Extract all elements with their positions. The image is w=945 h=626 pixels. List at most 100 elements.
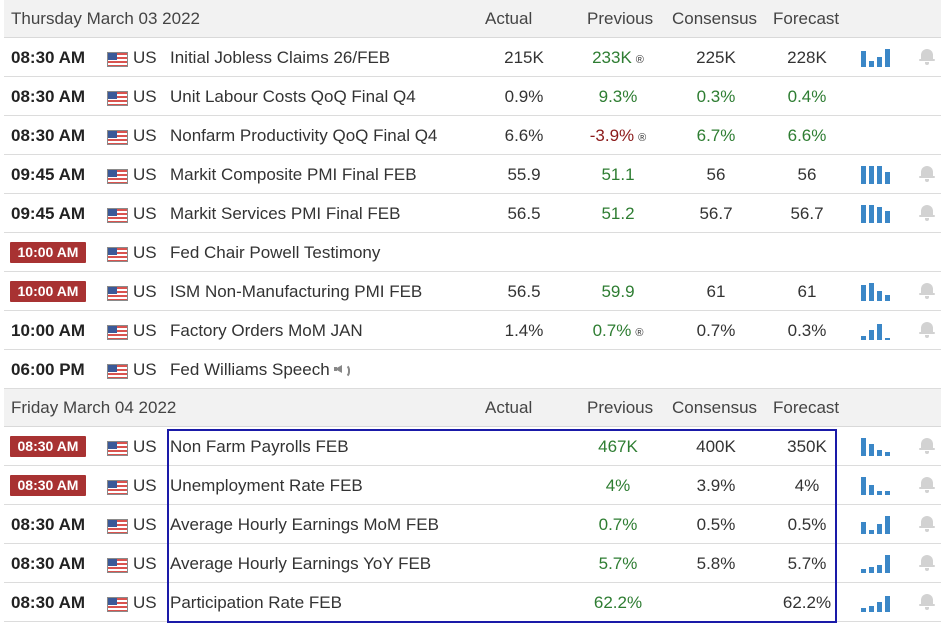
history-chart-icon[interactable]	[861, 49, 897, 67]
bell-icon[interactable]	[919, 281, 935, 299]
event-row[interactable]: 08:30 AM US Average Hourly Earnings YoY FE…	[4, 544, 941, 583]
consensus-value: 0.3%	[696, 87, 736, 106]
event-row[interactable]: 08:30 AM US Nonfarm Productivity QoQ Final…	[4, 116, 941, 155]
previous-value: 0.7% ®	[578, 321, 658, 343]
event-name-text: Factory Orders MoM JAN	[170, 321, 363, 340]
country-code: US	[133, 48, 157, 67]
bell-icon[interactable]	[919, 203, 935, 221]
event-time: 09:45 AM	[11, 204, 86, 223]
column-header-previous[interactable]: Previous	[587, 9, 654, 28]
history-bar	[885, 516, 890, 534]
bell-icon[interactable]	[919, 164, 935, 182]
history-bar	[885, 452, 890, 456]
event-row[interactable]: 08:30 AM US Average Hourly Earnings MoM FE…	[4, 505, 941, 544]
bell-clapper	[925, 568, 929, 571]
country-code: US	[133, 282, 157, 301]
event-name[interactable]: Unemployment Rate FEB	[170, 476, 363, 495]
us-flag-icon	[107, 247, 128, 262]
history-bar	[861, 166, 866, 184]
forecast-value: 61	[797, 282, 817, 301]
history-chart-icon[interactable]	[861, 555, 897, 573]
event-row[interactable]: 08:30 AM US Participation Rate FEB 62.2% 62.…	[4, 583, 941, 622]
bell-icon[interactable]	[919, 47, 935, 65]
event-name-text: Initial Jobless Claims 26/FEB	[170, 48, 391, 67]
actual-value: 0.9%	[504, 87, 544, 106]
history-chart-icon[interactable]	[861, 322, 897, 340]
column-header-actual[interactable]: Actual	[485, 398, 533, 417]
previous-value-text: 0.7%	[598, 515, 638, 534]
event-row[interactable]: 06:00 PM US Fed Williams Speech	[4, 350, 941, 389]
event-name[interactable]: Average Hourly Earnings YoY FEB	[170, 554, 431, 573]
event-row[interactable]: 10:00 AM US Fed Chair Powell Testimony	[4, 233, 941, 272]
history-chart-icon[interactable]	[861, 283, 897, 301]
event-row[interactable]: 09:45 AM US Markit Services PMI Final FEB 5…	[4, 194, 941, 233]
history-chart-icon[interactable]	[861, 477, 897, 495]
previous-value-text: 51.2	[601, 204, 635, 223]
history-chart-icon[interactable]	[861, 516, 897, 534]
column-header-forecast[interactable]: Forecast	[773, 9, 840, 28]
event-row[interactable]: 09:45 AM US Markit Composite PMI Final FEB…	[4, 155, 941, 194]
date-label: Friday March 04 2022	[11, 398, 177, 417]
consensus-value: 0.5%	[696, 515, 736, 534]
event-row[interactable]: 08:30 AM US Unit Labour Costs QoQ Final Q4…	[4, 77, 941, 116]
consensus-value: 6.7%	[696, 126, 736, 145]
speaker-icon[interactable]	[333, 363, 352, 378]
history-bar	[877, 291, 882, 301]
event-name-text: Fed Williams Speech	[170, 360, 330, 379]
event-name[interactable]: Markit Composite PMI Final FEB	[170, 165, 417, 184]
event-name[interactable]: Non Farm Payrolls FEB	[170, 437, 349, 456]
event-name[interactable]: Fed Chair Powell Testimony	[170, 243, 380, 262]
forecast-value: 62.2%	[782, 593, 832, 612]
event-name[interactable]: ISM Non-Manufacturing PMI FEB	[170, 282, 422, 301]
history-bar	[869, 485, 874, 495]
column-header-consensus[interactable]: Consensus	[672, 398, 758, 417]
event-name[interactable]: Nonfarm Productivity QoQ Final Q4	[170, 126, 437, 145]
event-row[interactable]: 08:30 AM US Unemployment Rate FEB 4% 3.9% 4%	[4, 466, 941, 505]
history-chart-icon[interactable]	[861, 205, 897, 223]
bell-icon[interactable]	[919, 436, 935, 454]
previous-value-text: 0.7%	[592, 321, 632, 340]
bell-icon[interactable]	[919, 475, 935, 493]
event-name[interactable]: Markit Services PMI Final FEB	[170, 204, 401, 223]
event-name[interactable]: Fed Williams Speech	[170, 360, 352, 379]
forecast-value: 228K	[787, 48, 827, 67]
bell-icon[interactable]	[919, 320, 935, 338]
event-name[interactable]: Initial Jobless Claims 26/FEB	[170, 48, 390, 67]
history-bar	[885, 49, 890, 67]
time-badge: 10:00 AM	[10, 281, 86, 302]
bell-clapper	[925, 296, 929, 299]
forecast-value: 5.7%	[787, 554, 827, 573]
date-header: Friday March 04 2022 Actual Previous Consen…	[4, 389, 941, 427]
history-bar	[869, 606, 874, 612]
history-chart-icon[interactable]	[861, 594, 897, 612]
column-header-previous[interactable]: Previous	[587, 398, 654, 417]
event-row[interactable]: 08:30 AM US Non Farm Payrolls FEB 467K 400K 3…	[4, 427, 941, 466]
event-time: 08:30 AM	[11, 48, 86, 67]
event-name[interactable]: Average Hourly Earnings MoM FEB	[170, 515, 439, 534]
bell-icon[interactable]	[919, 553, 935, 571]
history-bar	[861, 608, 866, 612]
bell-icon[interactable]	[919, 514, 935, 532]
history-bar	[885, 555, 890, 573]
time-badge: 08:30 AM	[10, 475, 86, 496]
event-name[interactable]: Factory Orders MoM JAN	[170, 321, 363, 340]
previous-value-text: 9.3%	[598, 87, 638, 106]
event-name[interactable]: Participation Rate FEB	[170, 593, 342, 612]
bell-lip	[919, 526, 935, 528]
previous-value-text: -3.9%	[589, 126, 635, 145]
consensus-value: 56.7	[699, 204, 733, 223]
column-header-consensus[interactable]: Consensus	[672, 9, 758, 28]
previous-value-text: 51.1	[601, 165, 635, 184]
column-header-forecast[interactable]: Forecast	[773, 398, 840, 417]
event-row[interactable]: 10:00 AM US ISM Non-Manufacturing PMI FEB 5…	[4, 272, 941, 311]
column-header-actual[interactable]: Actual	[485, 9, 533, 28]
consensus-value: 56	[706, 165, 726, 184]
event-row[interactable]: 10:00 AM US Factory Orders MoM JAN 1.4% 0.7%…	[4, 311, 941, 350]
forecast-value: 0.3%	[787, 321, 827, 340]
event-name[interactable]: Unit Labour Costs QoQ Final Q4	[170, 87, 416, 106]
history-chart-icon[interactable]	[861, 438, 897, 456]
bell-lip	[919, 565, 935, 567]
history-chart-icon[interactable]	[861, 166, 897, 184]
bell-icon[interactable]	[919, 592, 935, 610]
event-row[interactable]: 08:30 AM US Initial Jobless Claims 26/FEB 2…	[4, 38, 941, 77]
